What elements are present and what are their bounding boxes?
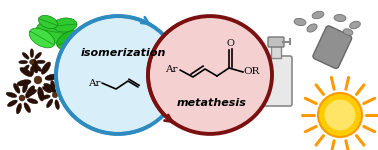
Ellipse shape [38,87,44,101]
Ellipse shape [14,83,20,93]
Text: Ar: Ar [88,78,100,87]
Circle shape [29,60,34,64]
Ellipse shape [16,103,22,114]
Ellipse shape [27,99,38,104]
FancyBboxPatch shape [268,37,284,47]
Ellipse shape [41,62,51,74]
Text: isomerization: isomerization [80,48,166,58]
Ellipse shape [148,16,272,134]
Text: OR: OR [244,68,260,76]
Ellipse shape [6,92,17,98]
Ellipse shape [32,59,38,73]
Ellipse shape [56,16,180,134]
Circle shape [34,76,42,84]
Circle shape [325,100,355,130]
Ellipse shape [36,60,45,64]
Ellipse shape [294,18,306,26]
Ellipse shape [46,99,53,108]
Ellipse shape [19,60,28,64]
Ellipse shape [57,30,87,50]
Ellipse shape [30,49,34,58]
Bar [268,67,273,92]
Ellipse shape [40,95,50,99]
Circle shape [318,93,362,137]
Text: Ar: Ar [165,66,177,75]
Ellipse shape [23,65,29,72]
Ellipse shape [8,100,17,106]
Bar [271,46,281,58]
Ellipse shape [35,65,42,71]
Ellipse shape [59,97,68,103]
Ellipse shape [60,91,70,95]
Ellipse shape [36,21,74,43]
Ellipse shape [39,15,57,29]
Circle shape [52,92,58,98]
Ellipse shape [42,87,51,93]
Ellipse shape [20,68,32,77]
Ellipse shape [35,52,42,59]
Text: metathesis: metathesis [177,98,247,108]
Ellipse shape [53,18,77,32]
Ellipse shape [312,11,324,19]
Ellipse shape [57,82,64,91]
Ellipse shape [55,100,59,110]
Ellipse shape [51,80,55,90]
Circle shape [19,95,25,101]
FancyBboxPatch shape [260,56,292,106]
Ellipse shape [334,14,346,22]
Ellipse shape [350,21,360,29]
Ellipse shape [30,66,34,75]
Ellipse shape [44,83,56,93]
FancyBboxPatch shape [313,26,352,69]
Ellipse shape [24,103,31,113]
Ellipse shape [307,24,317,32]
Text: O: O [226,39,234,48]
Ellipse shape [343,29,353,35]
Ellipse shape [25,86,35,98]
Ellipse shape [27,89,37,96]
Ellipse shape [45,74,59,80]
Ellipse shape [29,28,55,48]
Ellipse shape [22,82,28,93]
Ellipse shape [22,52,29,59]
Ellipse shape [17,80,31,86]
